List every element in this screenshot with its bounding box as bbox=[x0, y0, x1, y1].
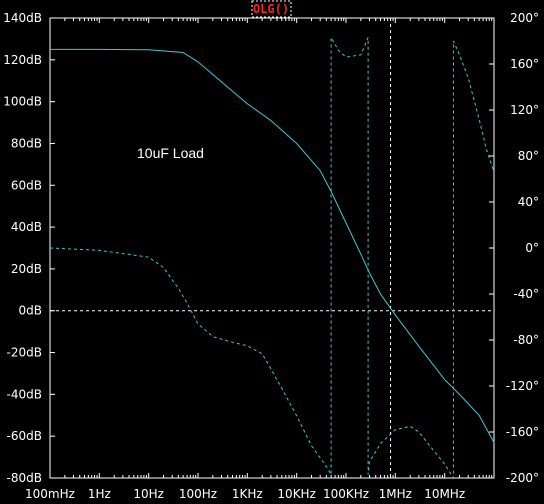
y-right-tick-label: 0° bbox=[525, 241, 539, 255]
x-tick-label: 10KHz bbox=[277, 487, 315, 501]
y-right-tick-label: -80° bbox=[513, 333, 539, 347]
trace-label[interactable]: OLG() bbox=[253, 2, 289, 16]
magnitude-trace bbox=[50, 48, 495, 443]
y-right-tick-label: 80° bbox=[518, 149, 539, 163]
y-right-tick-label: -120° bbox=[506, 379, 539, 393]
x-tick-label: 1Hz bbox=[88, 487, 111, 501]
y-right-tick-label: -40° bbox=[513, 287, 539, 301]
y-right-tick-label: -160° bbox=[506, 425, 539, 439]
y-left-tick-label: 100dB bbox=[3, 95, 42, 109]
x-tick-label: 100Hz bbox=[179, 487, 217, 501]
y-left-tick-label: 40dB bbox=[11, 220, 42, 234]
x-tick-label: 1MHz bbox=[379, 487, 412, 501]
y-right-tick-label: 120° bbox=[510, 103, 539, 117]
y-left-tick-label: -20dB bbox=[7, 346, 42, 360]
y-left-tick-label: -80dB bbox=[7, 471, 42, 485]
y-left-tick-label: 120dB bbox=[3, 53, 42, 67]
y-left-tick-label: 140dB bbox=[3, 11, 42, 25]
y-left-tick-label: 20dB bbox=[11, 262, 42, 276]
x-tick-label: 1KHz bbox=[232, 487, 263, 501]
x-tick-label: 100KHz bbox=[323, 487, 369, 501]
y-right-tick-label: -200° bbox=[506, 471, 539, 485]
y-left-tick-label: 80dB bbox=[11, 136, 42, 150]
y-left-tick-label: 0dB bbox=[19, 304, 42, 318]
load-annotation: 10uF Load bbox=[137, 145, 204, 161]
y-right-tick-label: 200° bbox=[510, 11, 539, 25]
x-tick-label: 100mHz bbox=[25, 487, 75, 501]
y-left-tick-label: -60dB bbox=[7, 429, 42, 443]
phase-trace bbox=[49, 35, 495, 480]
y-right-tick-label: 160° bbox=[510, 57, 539, 71]
y-left-tick-label: -40dB bbox=[7, 387, 42, 401]
y-left-tick-label: 60dB bbox=[11, 178, 42, 192]
trace-label-box bbox=[251, 0, 292, 18]
x-tick-label: 10Hz bbox=[133, 487, 164, 501]
x-tick-label: 10MHz bbox=[424, 487, 465, 501]
y-right-tick-label: 40° bbox=[518, 195, 539, 209]
